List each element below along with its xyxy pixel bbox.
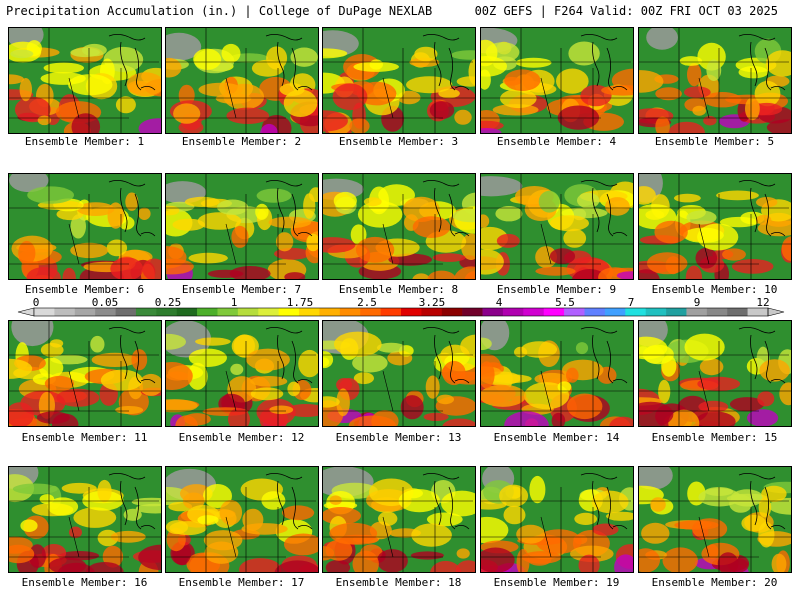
colorbar-tick-label: 5.5: [555, 296, 575, 309]
colorbar-swatch: [666, 308, 687, 316]
ensemble-member-label: Ensemble Member: 12: [178, 431, 305, 444]
ensemble-member-label: Ensemble Member: 10: [651, 283, 778, 296]
page-title: Precipitation Accumulation (in.) | Colle…: [6, 4, 433, 18]
ensemble-member-map: [322, 320, 476, 427]
ensemble-member-label: Ensemble Member: 19: [493, 576, 620, 589]
colorbar-swatch: [319, 308, 341, 316]
ensemble-member-label: Ensemble Member: 6: [24, 283, 145, 296]
ensemble-member-label: Ensemble Member: 16: [21, 576, 148, 589]
colorbar-tick-label: 1.75: [286, 296, 314, 309]
ensemble-member-label: Ensemble Member: 7: [181, 283, 302, 296]
ensemble-member-label: Ensemble Member: 8: [338, 283, 459, 296]
ensemble-member-label: Ensemble Member: 18: [335, 576, 462, 589]
ensemble-member-map: [8, 466, 162, 573]
colorbar-swatch: [441, 308, 463, 316]
colorbar-tick-label: 0: [32, 296, 40, 309]
colorbar-swatch: [54, 308, 76, 316]
colorbar-swatch: [482, 308, 504, 316]
colorbar-swatch: [176, 308, 198, 316]
colorbar-tick-label: 0.25: [154, 296, 182, 309]
colorbar-tick-label: 9: [693, 296, 701, 309]
colorbar-swatch: [421, 308, 443, 316]
colorbar-swatch: [258, 308, 279, 316]
precipitation-colorbar: [17, 307, 785, 317]
colorbar-swatch: [339, 308, 361, 316]
colorbar-swatch: [543, 308, 565, 316]
colorbar-tick-label: 12: [756, 296, 770, 309]
colorbar-swatch: [502, 308, 524, 316]
colorbar-swatch: [95, 308, 116, 316]
colorbar-swatch: [237, 308, 259, 316]
colorbar-tick-label: 0.05: [91, 296, 119, 309]
colorbar-swatch: [278, 308, 300, 316]
ensemble-member-label: Ensemble Member: 5: [654, 135, 775, 148]
ensemble-member-label: Ensemble Member: 17: [178, 576, 305, 589]
colorbar-tick-label: 2.5: [357, 296, 377, 309]
colorbar-swatch: [462, 308, 483, 316]
colorbar-swatch: [747, 308, 769, 316]
ensemble-member-map: [638, 320, 792, 427]
ensemble-member-map: [165, 173, 319, 280]
ensemble-member-map: [638, 173, 792, 280]
colorbar-swatch: [217, 308, 239, 316]
ensemble-member-map: [322, 466, 476, 573]
colorbar-swatch: [156, 308, 178, 316]
ensemble-member-label: Ensemble Member: 20: [651, 576, 778, 589]
ensemble-member-map: [480, 320, 634, 427]
ensemble-member-label: Ensemble Member: 15: [651, 431, 778, 444]
ensemble-member-map: [480, 173, 634, 280]
ensemble-member-label: Ensemble Member: 9: [496, 283, 617, 296]
colorbar-swatch: [380, 308, 402, 316]
ensemble-member-label: Ensemble Member: 3: [338, 135, 459, 148]
colorbar-swatch: [584, 308, 606, 316]
colorbar-swatch: [686, 308, 708, 316]
colorbar-tick-label: 4: [495, 296, 503, 309]
ensemble-member-map: [165, 27, 319, 134]
ensemble-member-map: [638, 466, 792, 573]
ensemble-member-map: [8, 173, 162, 280]
ensemble-member-map: [480, 466, 634, 573]
ensemble-member-label: Ensemble Member: 4: [496, 135, 617, 148]
colorbar-swatch: [706, 308, 728, 316]
colorbar-tick-label: 1: [230, 296, 238, 309]
colorbar-swatch: [197, 308, 218, 316]
colorbar-swatch: [299, 308, 320, 316]
colorbar-swatch: [645, 308, 667, 316]
colorbar-swatch: [401, 308, 422, 316]
colorbar-swatch: [360, 308, 381, 316]
colorbar-swatch: [604, 308, 626, 316]
ensemble-member-map: [8, 320, 162, 427]
ensemble-member-map: [480, 27, 634, 134]
colorbar-tick-label: 3.25: [418, 296, 446, 309]
colorbar-swatch: [727, 308, 748, 316]
ensemble-member-map: [322, 27, 476, 134]
ensemble-member-label: Ensemble Member: 13: [335, 431, 462, 444]
ensemble-member-label: Ensemble Member: 1: [24, 135, 145, 148]
ensemble-member-map: [638, 27, 792, 134]
colorbar-swatch: [523, 308, 545, 316]
ensemble-member-map: [165, 320, 319, 427]
ensemble-member-map: [165, 466, 319, 573]
run-valid-time: 00Z GEFS | F264 Valid: 00Z FRI OCT 03 20…: [474, 4, 778, 18]
colorbar-swatch: [115, 308, 137, 316]
colorbar-swatch: [625, 308, 646, 316]
colorbar-swatch: [135, 308, 157, 316]
ensemble-member-label: Ensemble Member: 11: [21, 431, 148, 444]
ensemble-member-map: [322, 173, 476, 280]
colorbar-tick-label: 7: [627, 296, 635, 309]
ensemble-member-label: Ensemble Member: 14: [493, 431, 620, 444]
colorbar-swatch: [74, 308, 96, 316]
colorbar-swatch: [34, 308, 55, 316]
colorbar-swatch: [564, 308, 585, 316]
ensemble-member-label: Ensemble Member: 2: [181, 135, 302, 148]
ensemble-member-map: [8, 27, 162, 134]
